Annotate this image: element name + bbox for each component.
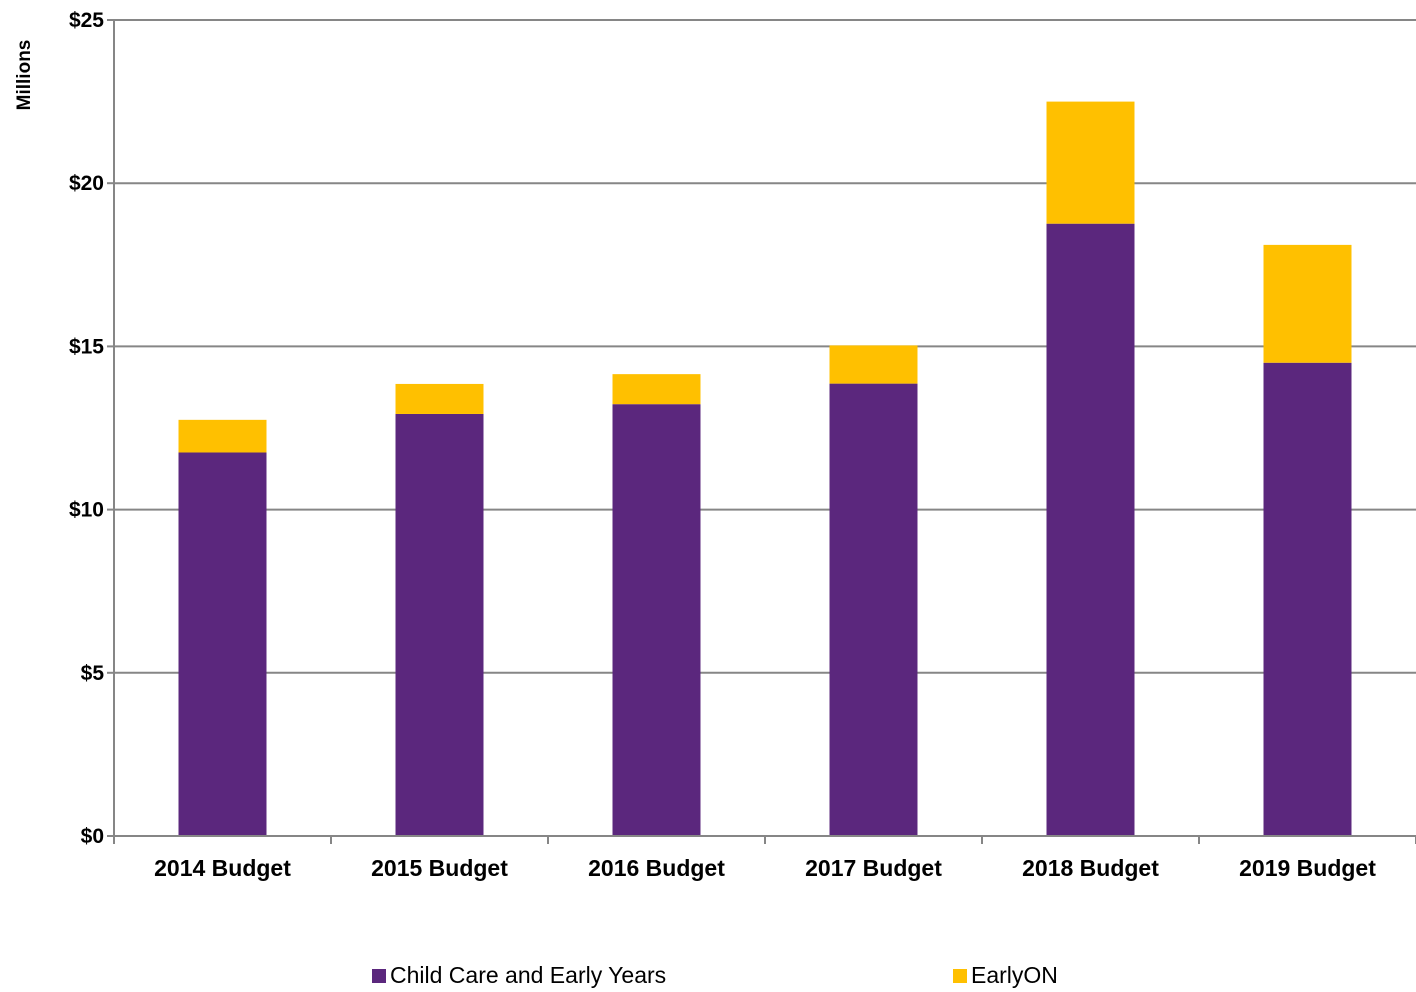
y-tick-label: $20: [69, 172, 104, 195]
x-tick-label: 2014 Budget: [154, 855, 291, 881]
x-tick-label: 2015 Budget: [371, 855, 508, 881]
axes: [107, 19, 1416, 844]
legend: Child Care and Early Years EarlyON: [372, 962, 1058, 988]
bar-segment-child-care: [612, 404, 701, 836]
x-tick-label: 2016 Budget: [588, 855, 725, 881]
legend-swatch: [372, 969, 386, 983]
bar-segment-child-care: [1263, 362, 1352, 836]
bar-segment-child-care: [395, 413, 484, 836]
x-tick-label: 2018 Budget: [1022, 855, 1159, 881]
bar-segment-earlyon: [829, 345, 918, 384]
legend-label: EarlyON: [971, 962, 1058, 988]
bar-segment-earlyon: [612, 374, 701, 405]
bar-segment-child-care: [178, 452, 267, 836]
legend-label: Child Care and Early Years: [390, 962, 666, 988]
y-tick-label: $10: [69, 499, 104, 522]
x-tick-label: 2017 Budget: [805, 855, 942, 881]
y-tick-label: $5: [81, 662, 105, 685]
labels: $0 $5 $10 $15 $20 $25 2014 Budget 2015 Budget 20…: [69, 9, 1376, 881]
legend-swatch: [953, 969, 967, 983]
bars: [178, 101, 1352, 837]
bar-segment-child-care: [829, 383, 918, 836]
x-tick-label: 2019 Budget: [1239, 855, 1376, 881]
y-tick-label: $0: [81, 825, 104, 848]
bar-segment-earlyon: [1263, 244, 1352, 363]
bar-segment-earlyon: [395, 383, 484, 414]
bar-segment-earlyon: [1046, 101, 1135, 224]
y-axis-title: Millions: [14, 40, 35, 111]
y-tick-label: $15: [69, 335, 104, 358]
y-tick-label: $25: [69, 9, 104, 32]
bar-segment-earlyon: [178, 419, 267, 453]
bar-segment-child-care: [1046, 223, 1135, 837]
gridlines: [114, 19, 1416, 674]
